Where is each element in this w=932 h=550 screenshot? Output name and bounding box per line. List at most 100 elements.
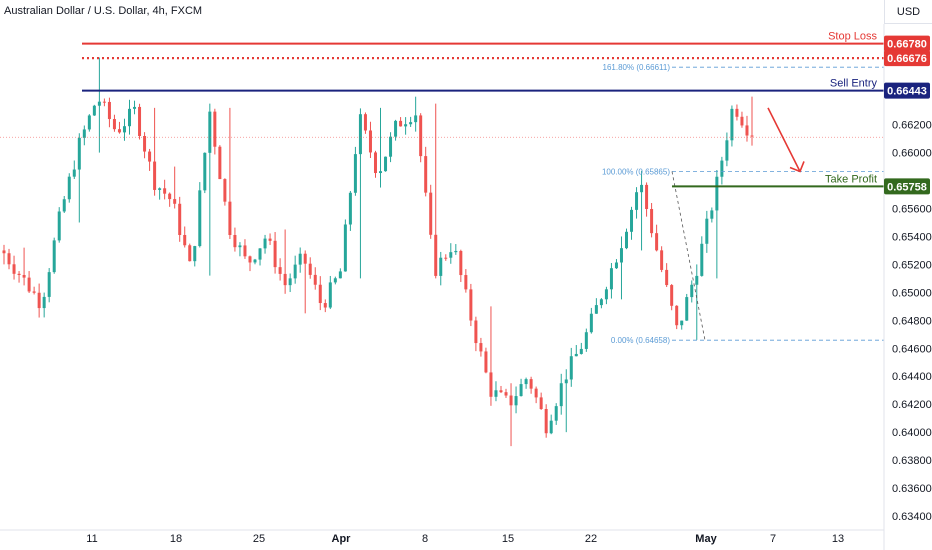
candle-body [158,188,162,190]
candle [519,378,523,397]
candle [670,284,674,311]
candle [509,383,513,447]
currency-button[interactable]: USD [884,0,932,24]
take-profit-label: Take Profit [825,173,877,185]
candle [544,404,548,438]
candle-body [429,192,433,235]
candle-body [479,343,483,352]
candle-body [122,126,126,133]
candle-body [484,351,488,373]
candle [534,386,538,404]
stop-loss-price-tag-bg [884,35,930,52]
candle [479,337,483,357]
candle-body [685,297,689,321]
candle [233,227,237,252]
candle-body [303,253,307,264]
candle [614,259,618,269]
candle-body [529,379,533,389]
candle [112,114,116,132]
candle [278,258,282,281]
candle-body [318,284,322,304]
candle [409,116,413,127]
candle [529,376,533,394]
candle-body [323,303,327,308]
candle [143,132,147,159]
take-profit-price-tag-bg [884,178,930,195]
candle [589,307,593,334]
candle [72,160,76,180]
candle-body [670,285,674,306]
candle-body [539,397,543,410]
candle-body [730,108,734,141]
candle [148,148,152,171]
candle-body [690,284,694,298]
candle-body [153,161,157,190]
candle-body [228,201,232,235]
candle [594,298,598,314]
candle-body [579,348,583,354]
candle-body [128,108,132,127]
candle [213,108,217,155]
candle [514,386,518,414]
candle-body [604,289,608,300]
candle [168,192,172,207]
candle [645,182,649,217]
candle [599,298,603,309]
candle-body [42,296,46,309]
candle-body [223,179,227,202]
candle [328,275,332,310]
candle-body [675,305,679,326]
candle [630,206,634,240]
take-profit-price-tag-text: 0.65758 [887,181,927,193]
price-tick-label: 0.63400 [892,511,932,523]
candle-body [17,273,21,275]
candle [449,243,453,264]
candle-body [22,274,26,278]
candle [62,195,66,213]
candle-body [253,259,257,263]
candle-body [328,282,332,308]
candle-body [138,106,142,137]
candle-body [650,209,654,234]
candle [524,377,528,389]
candle-body [102,101,106,103]
candle-body [348,192,352,225]
price-tick-label: 0.64800 [892,315,932,327]
candle-body [27,277,31,292]
candle-body [404,124,408,127]
candle-body [614,262,618,269]
price-tick-label: 0.64600 [892,343,932,355]
candle [695,264,699,340]
candle-body [363,114,367,131]
candle-body [439,257,443,276]
candle [745,115,749,142]
candle [107,97,111,128]
candle-body [208,111,212,153]
candle [665,263,669,288]
candle [554,403,558,425]
fib-retracement: 161.80% (0.66611) 100.00% (0.65865) 0.00% … [602,63,884,345]
candle-body [117,129,121,133]
sell-entry-price-tag-text: 0.66443 [887,86,927,98]
candle-body [298,253,302,265]
candle-body [97,101,101,106]
candle [720,156,724,185]
candle [263,234,267,254]
candle [700,236,704,277]
price-tick-label: 0.65600 [892,204,932,216]
candle-body [293,264,297,279]
candle [133,100,137,115]
stop-loss-price-tag-text: 0.66780 [887,39,927,51]
candle [293,255,297,284]
candle [715,169,719,279]
time-tick-label: Apr [332,533,352,545]
candle [730,105,734,147]
time-tick-label: May [695,533,717,545]
candle [2,244,6,265]
candle [735,104,739,121]
candle [469,283,473,327]
fib-label: 161.80% (0.66611) [603,63,671,72]
candle-body [112,119,116,130]
candle-body [394,120,398,137]
